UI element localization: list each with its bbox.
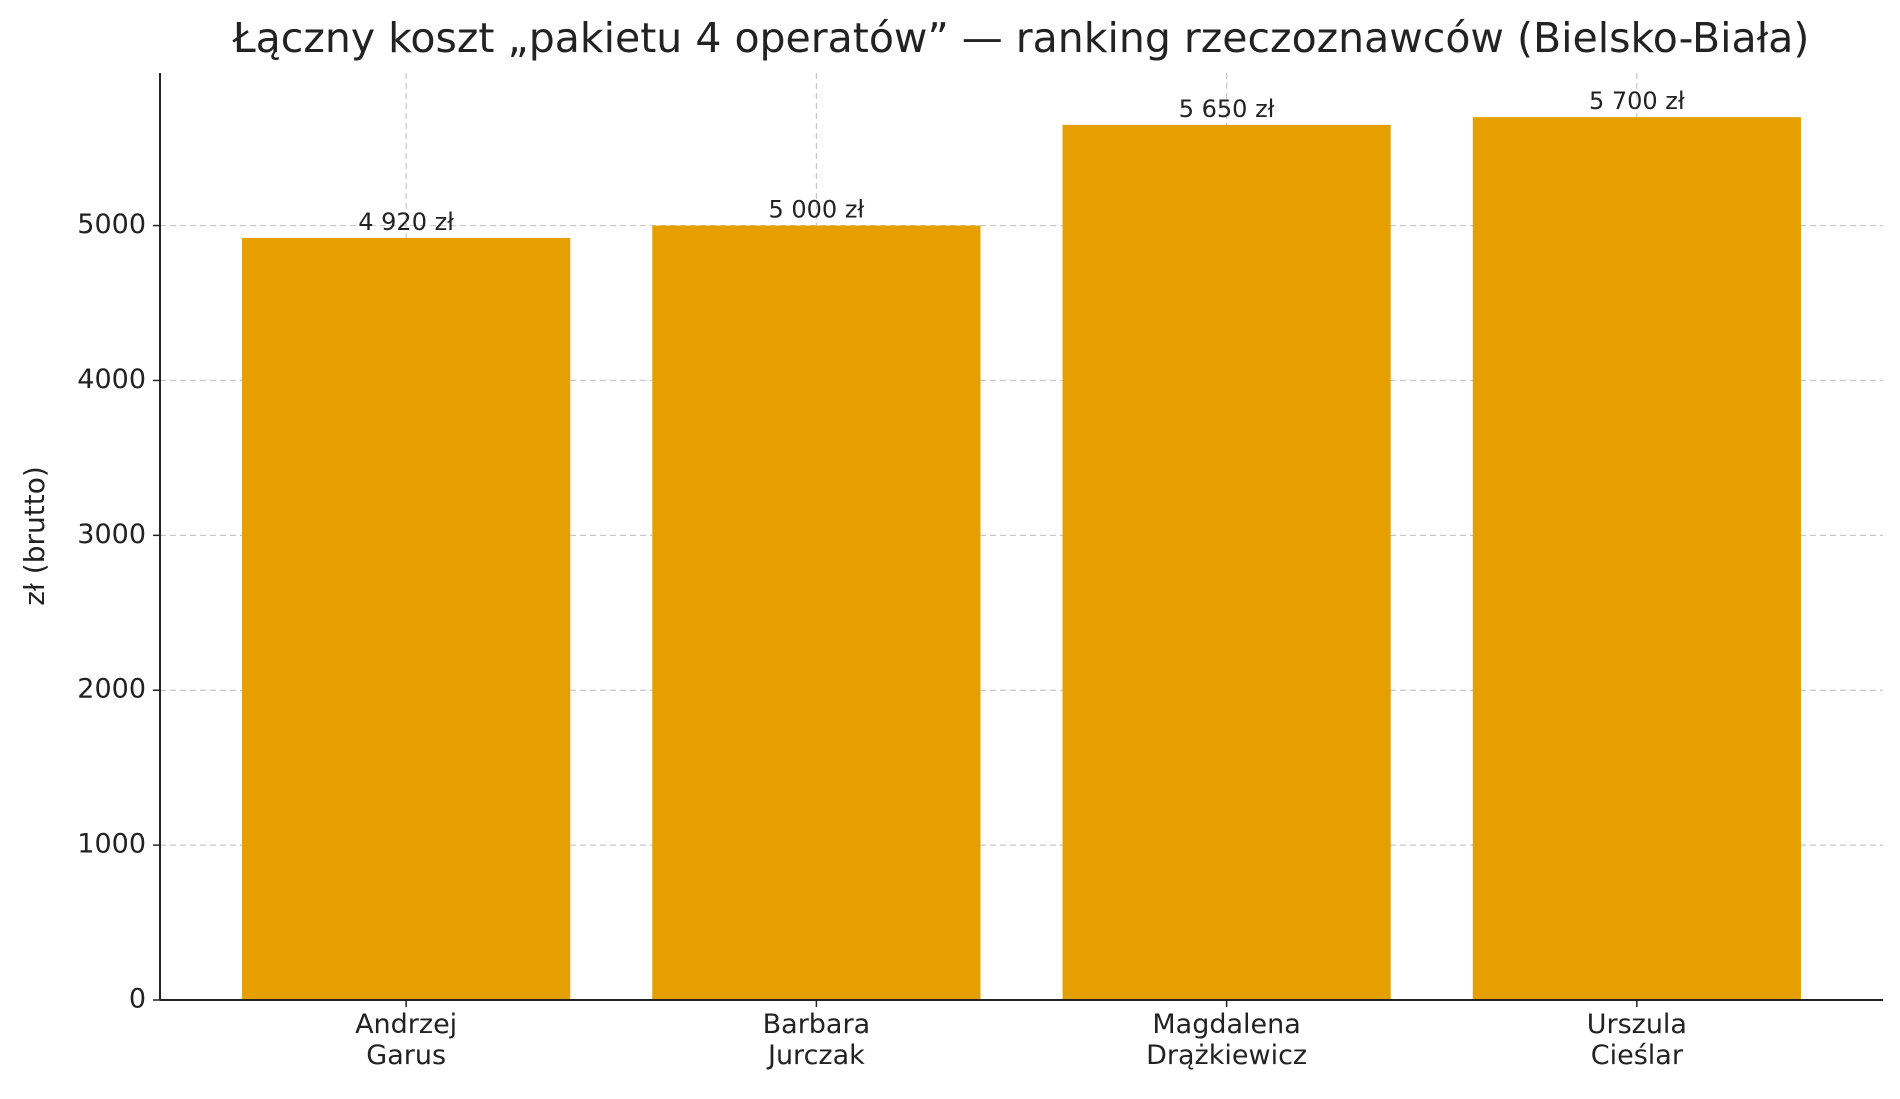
bar xyxy=(652,225,981,1000)
y-tick-label: 2000 xyxy=(77,674,146,705)
y-tick-label: 3000 xyxy=(77,519,146,550)
bar xyxy=(242,237,571,1000)
value-label: 5 650 zł xyxy=(1179,95,1275,123)
x-tick-label: Urszula Cieślar xyxy=(1587,1009,1687,1071)
y-axis-label: zł (brutto) xyxy=(18,466,51,606)
value-label: 5 700 zł xyxy=(1589,87,1685,115)
value-label: 5 000 zł xyxy=(768,196,864,224)
y-tick-label: 4000 xyxy=(77,364,146,395)
y-tick-label: 1000 xyxy=(77,829,146,860)
y-tick-label: 5000 xyxy=(77,209,146,240)
x-tick-label: Magdalena Drążkiewicz xyxy=(1146,1009,1307,1071)
x-tick-label: Barbara Jurczak xyxy=(763,1009,871,1071)
value-label: 4 920 zł xyxy=(358,208,454,236)
x-tick-label: Andrzej Garus xyxy=(355,1009,457,1071)
bar xyxy=(1062,124,1391,1001)
y-tick-label: 0 xyxy=(129,984,146,1015)
chart-title: Łączny koszt „pakietu 4 operatów” — rank… xyxy=(232,14,1810,62)
bar xyxy=(1472,117,1801,1000)
